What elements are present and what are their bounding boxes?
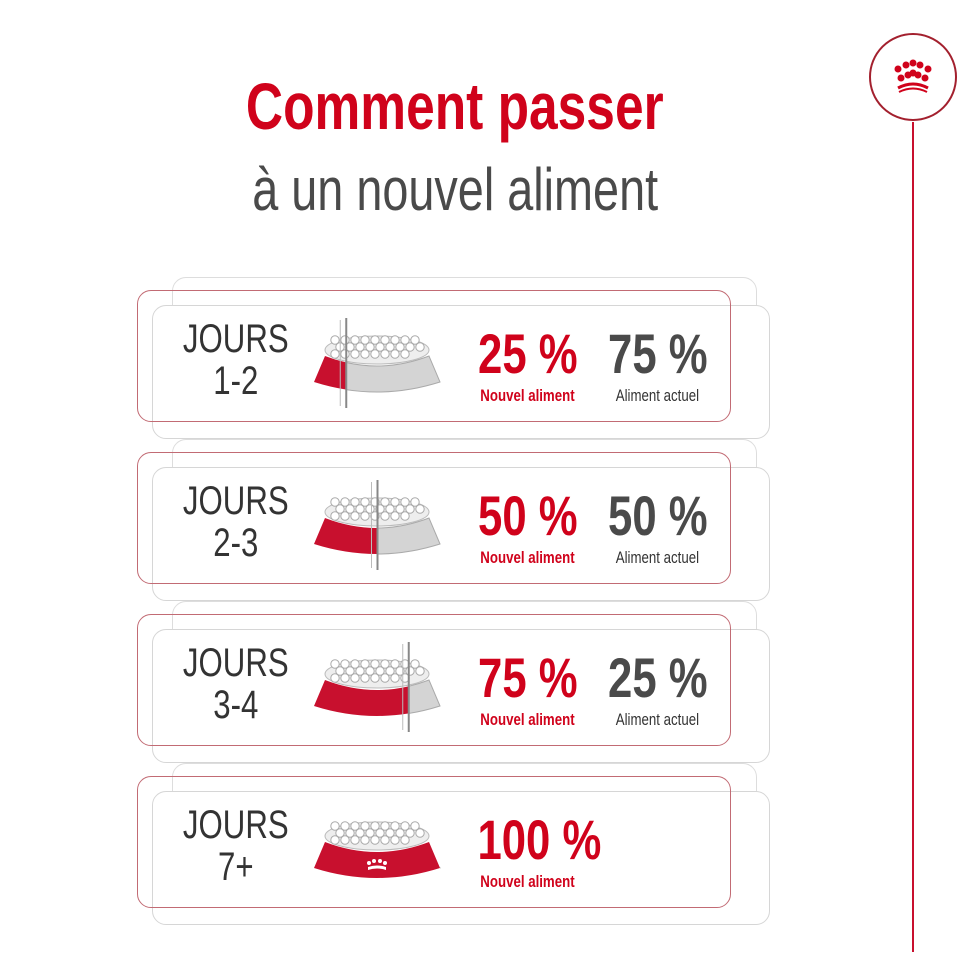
title-line-2: à un nouvel aliment [252, 156, 658, 223]
step-row: JOURS 1-2 25 % Nouvel aliment 75 % Alimen… [0, 277, 970, 440]
days-label: JOURS 2-3 [182, 479, 289, 565]
food-bowl-icon [314, 480, 441, 570]
card-frame [137, 452, 731, 584]
current-food-percent: 75 % [607, 322, 708, 385]
card-shadow-frame [152, 629, 770, 763]
new-food-label: Nouvel aliment [480, 548, 575, 567]
days-label: JOURS 7+ [182, 803, 289, 889]
card-frame [137, 614, 731, 746]
current-food-label: Aliment actuel [615, 710, 700, 729]
new-food-percent: 100 % [477, 808, 602, 871]
food-bowl-icon [314, 318, 441, 408]
card-shadow-frame [152, 791, 770, 925]
days-label: JOURS 3-4 [182, 641, 289, 727]
new-food-label: Nouvel aliment [480, 386, 575, 405]
crown-icon [869, 33, 957, 121]
food-bowl-icon [314, 642, 441, 732]
card-shadow-frame [152, 467, 770, 601]
new-food-label: Nouvel aliment [480, 710, 575, 729]
new-food-percent: 25 % [477, 322, 578, 385]
card-shadow-frame [152, 305, 770, 439]
timeline-line [912, 122, 914, 952]
crown-icon [367, 859, 387, 870]
days-label: JOURS 1-2 [182, 317, 289, 403]
current-food-label: Aliment actuel [615, 548, 700, 567]
card-frame [137, 776, 731, 908]
new-food-label: Nouvel aliment [480, 872, 575, 891]
current-food-percent: 50 % [607, 484, 708, 547]
current-food-percent: 25 % [607, 646, 708, 709]
step-row: JOURS 7+ 100 % Nouvel aliment [0, 763, 970, 926]
card-frame [137, 290, 731, 422]
step-row: JOURS 3-4 75 % Nouvel aliment 25 % Alimen… [0, 601, 970, 764]
current-food-label: Aliment actuel [615, 386, 700, 405]
new-food-percent: 50 % [477, 484, 578, 547]
new-food-percent: 75 % [477, 646, 578, 709]
step-row: JOURS 2-3 50 % Nouvel aliment 50 % Alimen… [0, 439, 970, 602]
food-bowl-icon [314, 821, 441, 878]
title-line-1: Comment passer [246, 69, 664, 143]
